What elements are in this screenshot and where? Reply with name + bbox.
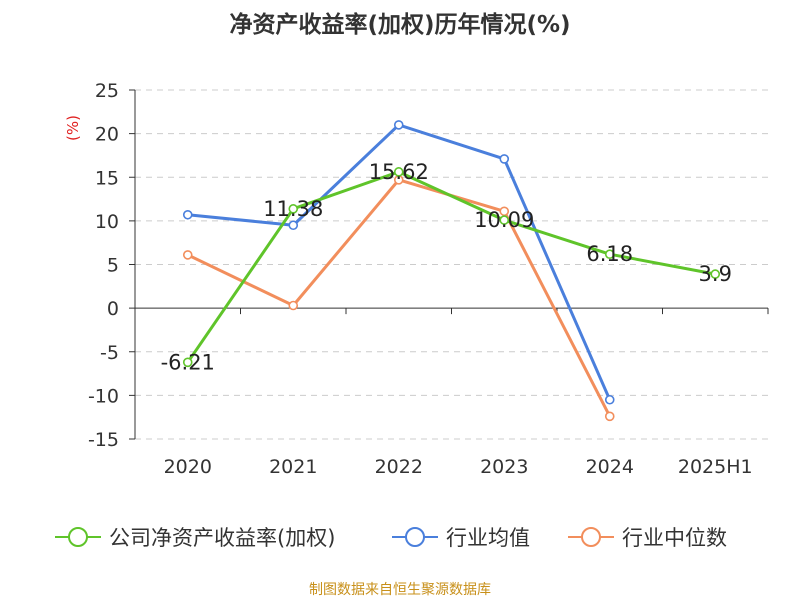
series-point [288,300,299,311]
y-tick-label: 5 [107,255,119,277]
legend-item: 公司净资产收益率(加权) [55,526,335,550]
series-group [182,120,721,422]
y-tick-label: 15 [95,167,119,189]
series-line [187,178,612,418]
series-point [499,206,510,217]
x-tick-label: 2023 [480,456,528,478]
y-axis-label: (%) [64,115,82,141]
legend-item: 行业中位数 [568,526,727,550]
series-point [393,167,404,177]
data-label: -6.21 [161,350,215,374]
series-point [393,120,404,130]
series-line [186,170,716,364]
data-label: 6.18 [586,242,633,266]
series-point [288,204,299,214]
series-point [288,220,299,231]
y-tick-label: 25 [95,80,119,102]
x-tick-label: 2025H1 [678,456,753,478]
y-tick-label: 20 [95,124,119,146]
legend-marker [581,527,601,547]
y-tick-label: -5 [100,342,119,364]
series-point [182,209,193,220]
data-labels: -6.21 11.38 15.62 10.09 6.18 3.9 [161,160,732,374]
y-tick-label: 0 [107,298,119,320]
y-tick-label: -10 [88,385,119,407]
y-tick-label: -15 [88,429,119,451]
legend-label: 公司净资产收益率(加权) [109,526,335,550]
x-tick-label: 2022 [375,456,423,478]
x-tick-label: 2024 [586,456,634,478]
axes: 25 20 15 10 5 0 -5 -10 -15 2020 2021 2022 2023 2024 20… [88,80,769,478]
legend-marker [68,527,88,547]
legend-item: 行业均值 [392,526,530,550]
legend-label: 行业中位数 [622,526,727,550]
legend-marker [405,527,425,547]
series-point [499,154,510,164]
legend-label: 行业均值 [446,526,530,550]
legend: 公司净资产收益率(加权) 行业均值 行业中位数 [55,526,727,550]
y-tick-label: 10 [95,211,119,233]
x-tick-label: 2021 [269,456,317,478]
data-label: 15.62 [369,160,429,184]
series-point [604,249,615,260]
series-point [182,250,193,260]
data-label: 11.38 [263,197,323,221]
series-point [710,269,721,279]
series-point [604,411,615,422]
series-point [182,357,193,368]
series-1 [182,120,615,405]
data-label: 3.9 [699,262,732,286]
source-note: 制图数据来自恒生聚源数据库 [309,582,491,598]
series-point [604,394,615,405]
x-tick-label: 2020 [164,456,212,478]
chart-title: 净资产收益率(加权)历年情况(%) [229,11,570,38]
series-point [499,215,510,225]
series-2 [182,175,615,422]
series-0 [182,167,721,368]
data-label: 10.09 [474,208,534,232]
